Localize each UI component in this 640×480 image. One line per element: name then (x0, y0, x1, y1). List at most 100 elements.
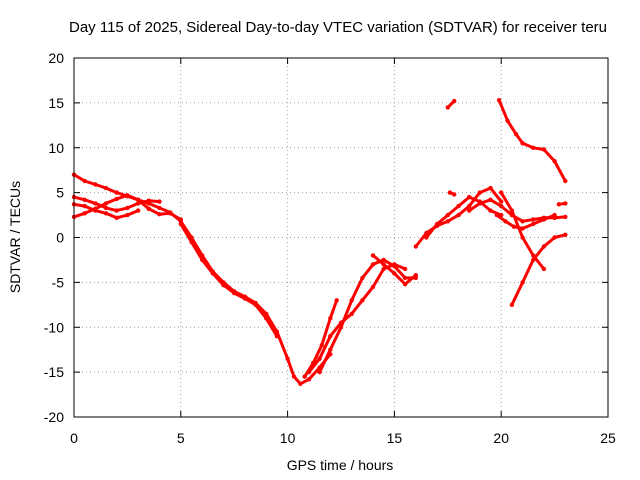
data-point (381, 266, 386, 272)
data-point (285, 356, 290, 361)
series-arc9 (370, 253, 418, 287)
data-point (135, 208, 141, 213)
data-point (349, 298, 354, 303)
data-point (477, 201, 482, 206)
data-point (556, 202, 562, 207)
data-point (445, 105, 450, 110)
data-point (135, 197, 141, 202)
data-point (338, 325, 344, 330)
data-point (563, 178, 568, 184)
data-point (291, 374, 297, 379)
data-point (467, 208, 472, 213)
data-point (499, 199, 504, 204)
series-line (307, 262, 407, 374)
data-point (319, 343, 324, 348)
data-point (328, 347, 333, 352)
data-point (520, 235, 525, 240)
data-point (167, 211, 173, 216)
data-point (494, 212, 500, 218)
data-point (178, 221, 183, 227)
series-arc4 (71, 202, 141, 220)
data-point (424, 235, 429, 240)
y-tick-label: 15 (48, 95, 64, 111)
data-point (221, 282, 226, 288)
series-line (179, 222, 279, 338)
data-point (157, 205, 162, 211)
data-point (452, 98, 457, 104)
data-point (200, 257, 205, 263)
data-point (434, 221, 440, 227)
data-point (477, 190, 482, 195)
data-point (114, 208, 119, 213)
data-point (509, 302, 515, 307)
series-arc8 (302, 298, 339, 379)
data-point (402, 282, 408, 287)
data-point (505, 118, 510, 124)
grid (74, 58, 608, 417)
data-point (370, 253, 376, 258)
x-axis-label: GPS time / hours (287, 457, 394, 473)
data-point (392, 271, 397, 276)
series-arc17 (445, 98, 457, 110)
data-point (360, 298, 365, 303)
data-point (306, 377, 312, 382)
data-point (499, 190, 504, 195)
data-point (334, 298, 339, 303)
data-point (445, 219, 450, 224)
data-point (563, 201, 568, 206)
chart-title: Day 115 of 2025, Sidereal Day-to-day VTE… (69, 19, 607, 36)
data-point (82, 178, 87, 184)
data-point (146, 206, 151, 211)
data-point (541, 244, 547, 249)
x-tick-label: 20 (493, 430, 509, 446)
data-series (71, 98, 568, 386)
data-point (157, 212, 162, 217)
data-point (402, 266, 408, 272)
data-point (520, 141, 525, 146)
data-point (563, 232, 568, 237)
data-point (125, 212, 130, 218)
series-arc19 (447, 190, 457, 197)
data-point (509, 208, 515, 213)
data-point (552, 212, 557, 218)
data-point (488, 208, 493, 213)
data-point (210, 271, 215, 276)
data-point (496, 98, 502, 103)
series-arc7 (317, 257, 418, 375)
y-tick-label: 20 (48, 50, 64, 66)
data-point (178, 217, 183, 222)
data-point (157, 199, 162, 204)
x-tick-label: 25 (600, 430, 616, 446)
series-line (371, 253, 418, 286)
series-arc18 (556, 201, 568, 207)
series-arc14 (496, 98, 568, 184)
data-point (370, 284, 376, 290)
series-arc12 (467, 197, 568, 224)
data-point (103, 205, 109, 211)
data-point (520, 219, 525, 224)
y-axis-label: SDTVAR / TECUs (7, 181, 23, 293)
data-point (531, 217, 536, 222)
series-line (499, 191, 546, 271)
series-arc16 (509, 232, 568, 307)
series-arc13 (494, 212, 557, 231)
data-point (514, 132, 519, 137)
data-point (467, 203, 472, 209)
data-point (302, 374, 307, 379)
data-point (456, 203, 461, 209)
data-point (328, 334, 333, 339)
data-point (552, 235, 557, 240)
data-point (103, 185, 109, 191)
data-point (452, 192, 457, 197)
data-point (125, 205, 130, 211)
series-line (510, 233, 567, 307)
data-point (456, 212, 461, 218)
axis-ticks: 0 5 10 15 20 25 -20 -15 -10 -5 0 5 10 15 20 (44, 50, 616, 446)
y-tick-label: 5 (56, 185, 64, 201)
data-point (447, 190, 453, 195)
data-point (264, 316, 269, 321)
data-point (520, 226, 525, 231)
y-tick-label: -15 (44, 364, 64, 380)
x-tick-label: 10 (280, 430, 296, 446)
